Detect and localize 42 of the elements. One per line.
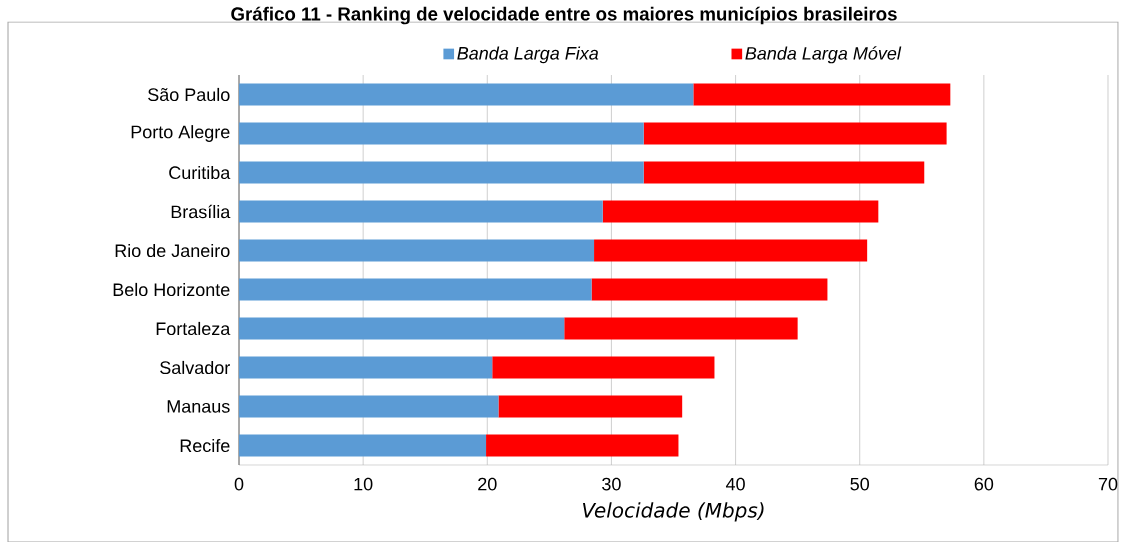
bar — [239, 83, 694, 106]
bar — [492, 356, 715, 379]
y-tick-label: Brasília — [171, 204, 231, 219]
y-tick-label: Rio de Janeiro — [115, 243, 230, 258]
y-tick-label: São Paulo — [148, 87, 230, 102]
bar — [239, 395, 499, 418]
bar — [591, 278, 828, 301]
x-tick-label: 30 — [602, 477, 621, 491]
bar — [564, 317, 798, 340]
x-tick-label: 50 — [850, 477, 870, 491]
bar — [239, 161, 644, 184]
legend-label: Banda Larga Fixa — [457, 46, 599, 64]
y-tick-label: Salvador — [160, 360, 230, 375]
bar — [594, 239, 868, 262]
bar — [239, 200, 603, 223]
bar — [486, 434, 679, 457]
bar — [239, 434, 487, 457]
y-tick-label: Porto Alegre — [131, 125, 230, 142]
bar — [602, 200, 879, 223]
x-tick-label: 60 — [974, 477, 994, 491]
chart-title: Gráfico 11 - Ranking de velocidade entre os maiores municípios brasileiros — [231, 6, 897, 25]
y-tick-label: Fortaleza — [156, 321, 231, 336]
y-tick-label: Belo Horizonte — [113, 282, 230, 297]
x-axis-title: Velocidade (Mbps) — [583, 502, 764, 522]
x-tick-label: 0 — [234, 477, 244, 491]
x-tick-label: 10 — [354, 477, 373, 491]
bar — [498, 395, 683, 418]
bar — [693, 83, 951, 106]
y-tick-label: Curitiba — [169, 165, 231, 180]
x-tick-label: 70 — [1098, 477, 1118, 491]
y-tick-label: Recife — [180, 438, 230, 453]
bar — [643, 122, 947, 145]
bar — [239, 278, 592, 301]
x-tick-label: 40 — [725, 477, 745, 491]
bar — [239, 239, 595, 262]
legend-label: Banda Larga Móvel — [745, 46, 902, 64]
bar — [239, 356, 493, 379]
x-tick-label: 20 — [478, 477, 497, 491]
bar — [239, 317, 565, 340]
bar — [643, 161, 925, 184]
bar — [239, 122, 644, 145]
y-tick-label: Manaus — [167, 400, 230, 413]
